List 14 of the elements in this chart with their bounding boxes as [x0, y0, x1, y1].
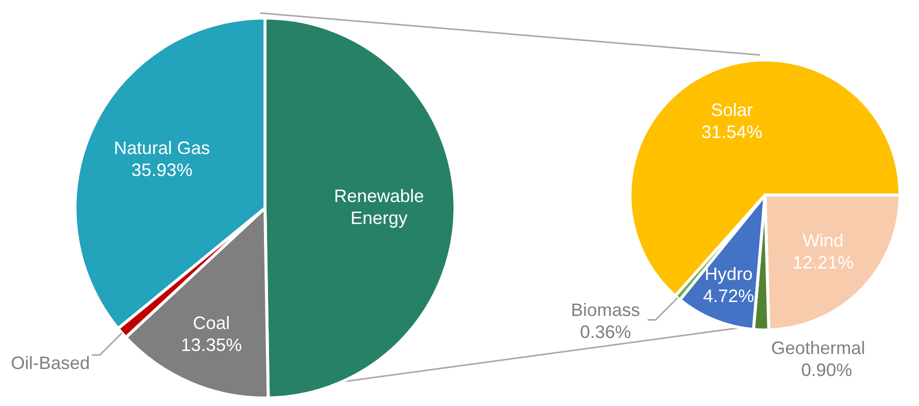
data-label: 13.35%: [180, 334, 242, 355]
data-label: 0.90%: [801, 360, 852, 380]
slice-label: Natural Gas: [114, 138, 210, 158]
data-label: 35.93%: [131, 160, 192, 180]
slice-label: Oil-Based: [10, 352, 90, 373]
slice-label: Wind: [802, 230, 844, 250]
slice-label: Coal: [192, 312, 230, 333]
data-label: 0.36%: [580, 322, 632, 342]
data-label: 12.21%: [792, 252, 854, 272]
slice-label: Solar: [710, 100, 753, 120]
slice-label: Geothermal: [771, 338, 866, 358]
data-label: 31.54%: [701, 122, 762, 142]
slice-label: Biomass: [571, 300, 640, 320]
slice-label: Renewable Energy: [334, 186, 424, 228]
